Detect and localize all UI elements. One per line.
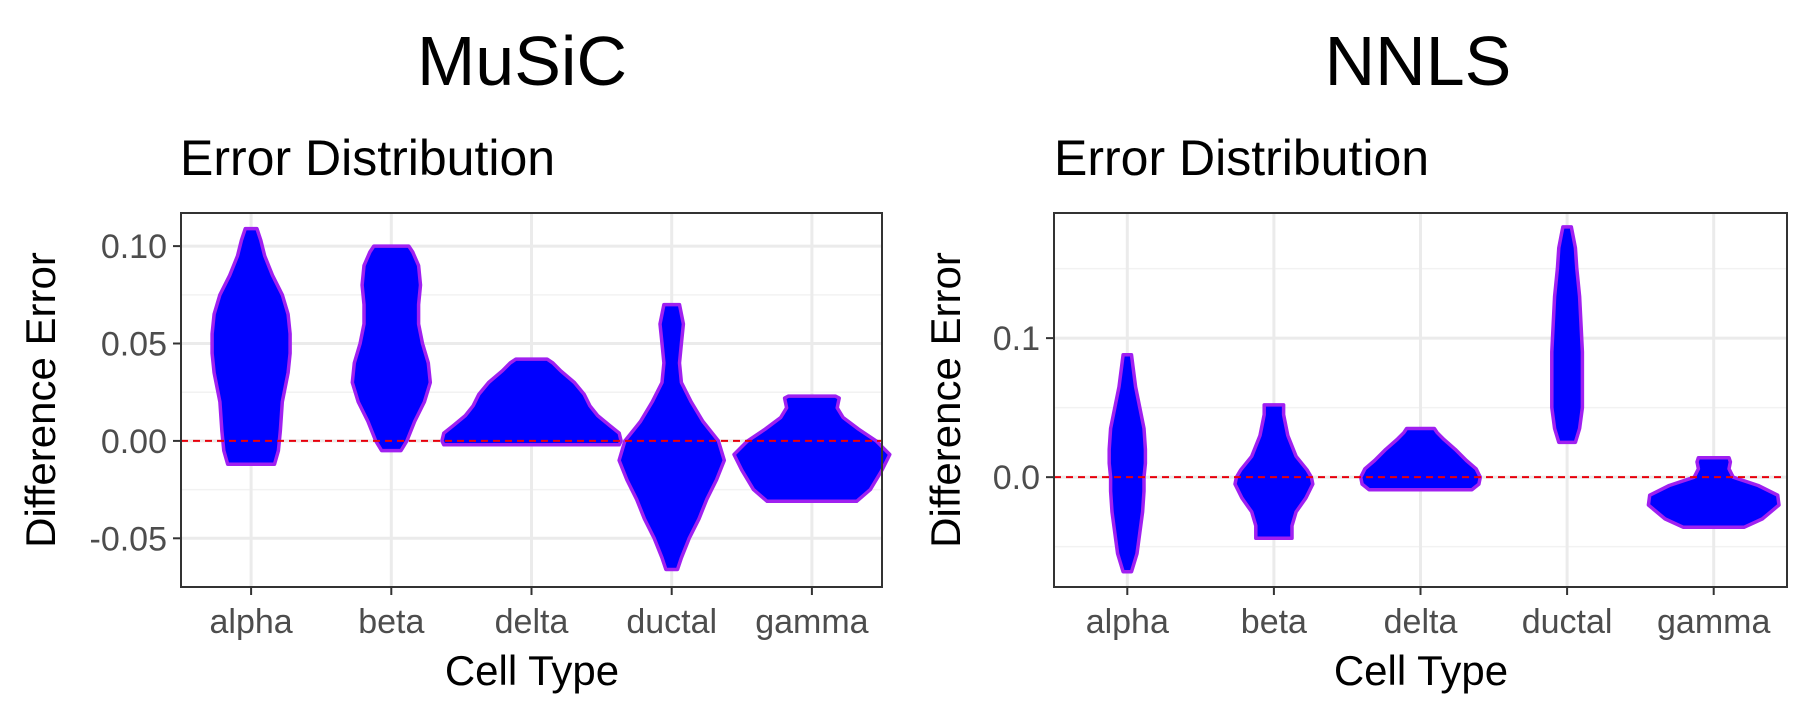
nnls-violin-beta xyxy=(1233,403,1315,541)
music-panel: MuSiC Error Distribution -0.05 0.00 0.05 0.… xyxy=(17,22,892,694)
music-x-tick-label-gamma: gamma xyxy=(755,603,868,641)
nnls-x-tick-label-beta: beta xyxy=(1241,603,1307,641)
nnls-plot-title: Error Distribution xyxy=(1054,130,1429,186)
music-x-tick-label-beta: beta xyxy=(358,603,424,641)
music-violin-gamma xyxy=(732,394,892,504)
nnls-x-axis-title: Cell Type xyxy=(1334,647,1508,694)
nnls-x-tick-label-ductal: ductal xyxy=(1522,603,1613,641)
music-y-tick-label: 0.00 xyxy=(101,423,167,461)
nnls-panel: NNLS Error Distribution 0.0 0.1 alpha beta d… xyxy=(922,22,1788,694)
nnls-x-tick-label-delta: delta xyxy=(1384,603,1458,641)
music-violin-beta xyxy=(350,244,433,453)
nnls-y-tick-label: 0.0 xyxy=(993,459,1040,497)
music-y-tick-label: 0.05 xyxy=(101,326,167,364)
nnls-violin-alpha xyxy=(1107,353,1148,574)
music-violin-alpha xyxy=(210,226,292,467)
music-x-tick-label-ductal: ductal xyxy=(626,603,717,641)
music-violin-ductal xyxy=(617,302,727,572)
music-violin-delta xyxy=(440,357,623,447)
music-panel-title: MuSiC xyxy=(417,22,627,100)
nnls-violin-ductal xyxy=(1550,225,1585,445)
music-x-axis-title: Cell Type xyxy=(445,647,619,694)
nnls-panel-title: NNLS xyxy=(1325,22,1512,100)
nnls-x-tick-label-alpha: alpha xyxy=(1086,603,1169,641)
music-plot-title: Error Distribution xyxy=(180,130,555,186)
music-y-tick-label: -0.05 xyxy=(90,520,168,558)
music-x-tick-label-delta: delta xyxy=(495,603,569,641)
nnls-x-tick-label-gamma: gamma xyxy=(1657,603,1770,641)
music-y-tick-label: 0.10 xyxy=(101,228,167,266)
music-y-axis-title: Difference Error xyxy=(17,252,64,548)
nnls-y-axis-title: Difference Error xyxy=(922,252,969,548)
nnls-violin-gamma xyxy=(1646,455,1781,529)
nnls-plot-area: 0.0 0.1 alpha beta delta ductal gamma xyxy=(993,212,1788,641)
music-x-tick-label-alpha: alpha xyxy=(209,603,292,641)
music-plot-area: -0.05 0.00 0.05 0.10 alpha beta delta ductal gam… xyxy=(90,212,892,641)
nnls-y-tick-label: 0.1 xyxy=(993,320,1040,358)
